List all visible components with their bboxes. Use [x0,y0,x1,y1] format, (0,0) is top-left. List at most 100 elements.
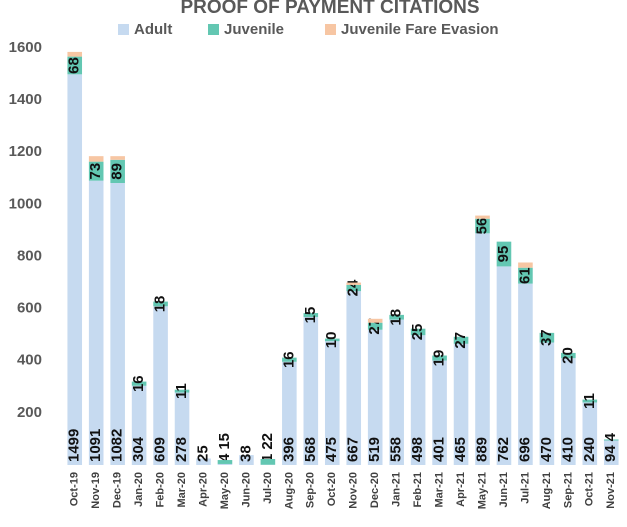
data-label: 4 [602,432,619,441]
x-tick-label: Dec-19 [112,472,124,508]
data-label: 94 [602,445,619,462]
data-label: 4 [216,453,233,462]
x-tick-label: Sep-21 [562,472,574,508]
y-tick-label: 200 [17,404,42,421]
chart-title: PROOF OF PAYMENT CITATIONS [180,0,479,18]
data-label: 15 [302,307,319,324]
y-tick-label: 400 [17,352,42,369]
bar-segment [518,283,533,465]
bar-segment [432,355,447,361]
bar-segment [539,342,555,465]
bar-segment [582,399,598,403]
bar-segment [346,291,362,465]
bar-segment [453,343,469,465]
data-label: 24 [345,279,362,296]
data-label: 68 [66,57,83,74]
bar-segment [410,335,426,465]
x-tick-label: Apr-20 [197,472,209,507]
x-tick-label: Apr-21 [455,472,467,507]
data-label: 889 [473,437,490,462]
data-label: 696 [516,437,533,462]
x-tick-label: Mar-21 [433,472,445,507]
bar-segment [367,318,383,323]
bar-segment [603,439,619,441]
data-label: 609 [152,437,169,462]
bar-segment [153,301,168,307]
data-label: 401 [431,437,448,462]
bar-segment [475,215,490,219]
bar-segment [496,241,512,267]
bar-segment [153,306,168,465]
data-label: 475 [323,437,340,462]
x-tick-label: Mar-20 [176,472,188,507]
data-label: 73 [87,163,104,180]
x-tick-label: Oct-19 [69,472,81,506]
data-label: 1091 [87,429,104,462]
x-tick-label: Jan-20 [133,472,145,507]
bar-segment [346,282,362,285]
x-tick-label: May-21 [476,472,488,509]
x-tick-label: Oct-21 [584,472,596,506]
x-tick-label: May-20 [219,472,231,509]
bar-segment [282,357,297,362]
bar-segment [260,459,276,465]
bar-segment [239,455,254,465]
bar-segment [303,313,319,317]
legend-label: Juvenile [224,21,284,38]
bar-segment [131,381,147,386]
bar-segment [110,159,125,184]
legend-label: Adult [134,21,172,38]
bar-segment [110,183,125,465]
data-label: 38 [237,445,254,462]
bar-segment [174,389,190,393]
legend-swatch [208,24,219,35]
y-tick-label: 1600 [9,39,42,56]
data-label: 89 [109,163,126,180]
x-tick-label: Aug-20 [283,472,295,509]
data-label: 11 [581,393,598,409]
legend-swatch [325,24,336,35]
data-label: 240 [581,437,598,462]
bar-segment [324,338,340,342]
bar-segment [475,233,490,465]
data-label: 568 [302,437,319,462]
data-label: 470 [538,437,555,462]
x-tick-label: Jun-20 [240,472,252,507]
x-tick-label: Jul-21 [519,472,531,504]
data-label: 410 [559,437,576,462]
bar-segment [131,385,147,465]
data-label: 1082 [109,429,126,462]
bar-segment [174,392,190,465]
bar-segment [67,74,83,466]
data-label: 56 [473,218,490,235]
bar-segment [88,156,104,162]
data-label: 20 [559,347,576,364]
data-label: 11 [173,383,190,399]
bar-segment [389,319,404,465]
x-tick-label: Aug-21 [541,472,553,509]
bar-segment [110,156,125,160]
bar-segment [561,352,576,359]
data-label: 25 [194,445,211,462]
x-tick-label: Nov-19 [90,472,102,509]
data-label: 15 [216,433,233,450]
data-label: 16 [280,351,297,368]
bar-segment [367,322,383,330]
data-label: 95 [495,246,512,263]
data-label: 37 [538,329,555,346]
data-label: 16 [130,375,147,392]
bar-segment [453,336,469,344]
data-label: 27 [452,332,469,349]
x-tick-label: Sep-20 [305,472,317,508]
data-label: 61 [516,267,533,284]
bar-segment [217,460,233,464]
data-label: 465 [452,437,469,462]
bar-segment [303,316,319,465]
bar-segment [196,458,211,465]
bar-segment [582,402,598,465]
data-label: 1499 [66,429,83,462]
data-label: 498 [409,437,426,462]
x-tick-label: Nov-21 [605,472,617,509]
data-label: 18 [388,309,405,326]
